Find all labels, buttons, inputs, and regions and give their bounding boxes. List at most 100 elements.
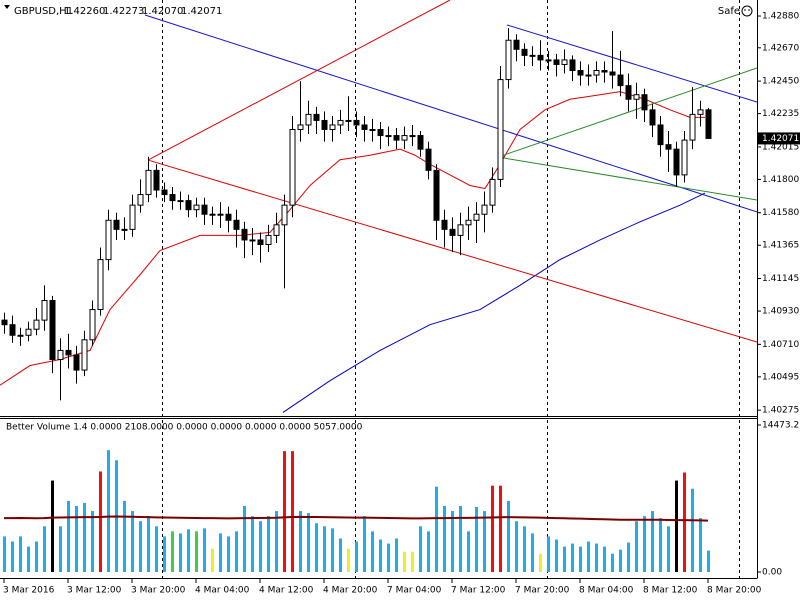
volume-bar — [531, 533, 534, 572]
volume-bar — [235, 531, 238, 572]
candle-body — [537, 54, 544, 61]
volume-average-line — [3, 515, 709, 522]
volume-bar — [275, 511, 278, 572]
candle-body — [73, 354, 80, 371]
y-tick-label: 1.40275 — [762, 406, 799, 416]
volume-bar — [603, 546, 606, 572]
candle-body — [441, 219, 448, 230]
symbol-menu-icon[interactable] — [4, 5, 10, 9]
candle-body — [209, 213, 216, 216]
volume-bar — [675, 480, 678, 572]
volume-bar — [595, 543, 598, 572]
volume-bar — [371, 531, 374, 572]
candle-body — [297, 124, 304, 131]
candle-body — [505, 39, 512, 81]
candle-body — [217, 213, 224, 216]
open-label: 1.42260 — [64, 6, 105, 17]
candle-body — [633, 94, 640, 100]
volume-bar — [155, 526, 158, 572]
x-tick-label: 8 Mar 12:00 — [643, 586, 698, 596]
candle-body — [41, 299, 48, 321]
volume-bar — [211, 548, 214, 572]
x-tick-label: 8 Mar 20:00 — [707, 586, 762, 596]
candle-body — [265, 234, 272, 245]
volume-bar — [499, 485, 502, 572]
volume-y-tick-label: 14473.2 — [762, 421, 799, 431]
volume-bar — [307, 513, 310, 572]
candle-body — [249, 239, 256, 242]
y-tick-label: 1.41800 — [762, 175, 799, 185]
candle-body — [145, 169, 152, 196]
candle-body — [97, 259, 104, 311]
y-tick-label: 1.41145 — [762, 274, 799, 284]
expert-icon[interactable] — [741, 5, 753, 17]
volume-bar — [99, 471, 102, 572]
expert-icon-eye — [744, 9, 746, 11]
volume-bar — [27, 546, 30, 572]
high-label: 1.42273 — [103, 6, 144, 17]
volume-bar — [635, 521, 638, 572]
close-label: 1.42071 — [181, 6, 222, 17]
volume-bar — [619, 549, 622, 572]
candle-body — [617, 74, 624, 87]
volume-bar — [51, 480, 54, 572]
volume-bar — [59, 526, 62, 572]
candle-body — [361, 124, 368, 131]
volume-bar — [11, 541, 14, 572]
candle-body — [553, 59, 560, 65]
volume-bar — [19, 536, 22, 572]
candle-body — [49, 299, 56, 360]
candle-body — [385, 135, 392, 138]
candle-body — [449, 228, 456, 236]
volume-bar — [379, 539, 382, 572]
candle-body — [225, 213, 232, 221]
y-tick-label: 1.40495 — [762, 372, 799, 382]
candle-body — [1, 319, 8, 326]
volume-bar — [131, 511, 134, 572]
volume-bar — [523, 526, 526, 572]
volume-bar — [251, 516, 254, 572]
volume-bar — [483, 511, 486, 572]
y-tick-label: 1.42670 — [762, 43, 799, 53]
candle-body — [577, 70, 584, 76]
candle-body — [489, 178, 496, 206]
x-tick-label: 4 Mar 12:00 — [259, 586, 314, 596]
candle-body — [705, 109, 712, 139]
candle-body — [593, 70, 600, 76]
candle-body — [81, 339, 88, 371]
volume-bar — [395, 538, 398, 572]
candle-body — [137, 194, 144, 206]
volume-bar — [227, 536, 230, 572]
volume-bar — [363, 516, 366, 572]
volume-bar — [347, 548, 350, 572]
overlay-line — [497, 67, 757, 158]
chart-title: GBPUSD,H1 — [14, 6, 73, 17]
candle-body — [457, 224, 464, 236]
indicator-label: Better Volume 1.4 0.0000 2108.0000 0.000… — [6, 423, 363, 433]
volume-bar — [331, 528, 334, 572]
overlay-line — [144, 14, 757, 213]
candle-body — [377, 129, 384, 137]
volume-bar — [107, 450, 110, 572]
volume-bar — [539, 553, 542, 572]
volume-bar — [355, 541, 358, 572]
x-tick-label: 7 Mar 12:00 — [451, 586, 506, 596]
candle-body — [465, 219, 472, 226]
candle-body — [433, 169, 440, 221]
candle-body — [177, 200, 184, 203]
volume-bar — [563, 546, 566, 572]
volume-bar — [339, 538, 342, 572]
volume-bar — [651, 511, 654, 572]
volume-bar — [627, 542, 630, 572]
volume-bar — [203, 528, 206, 572]
candle-body — [681, 139, 688, 176]
candle-body — [65, 349, 72, 356]
candle-body — [513, 39, 520, 50]
candle-body — [585, 74, 592, 77]
volume-bar — [299, 511, 302, 572]
candle-body — [641, 94, 648, 111]
volume-bar — [163, 536, 166, 572]
candle-body — [129, 204, 136, 230]
candle-body — [497, 79, 504, 180]
overlay-line — [0, 91, 705, 386]
